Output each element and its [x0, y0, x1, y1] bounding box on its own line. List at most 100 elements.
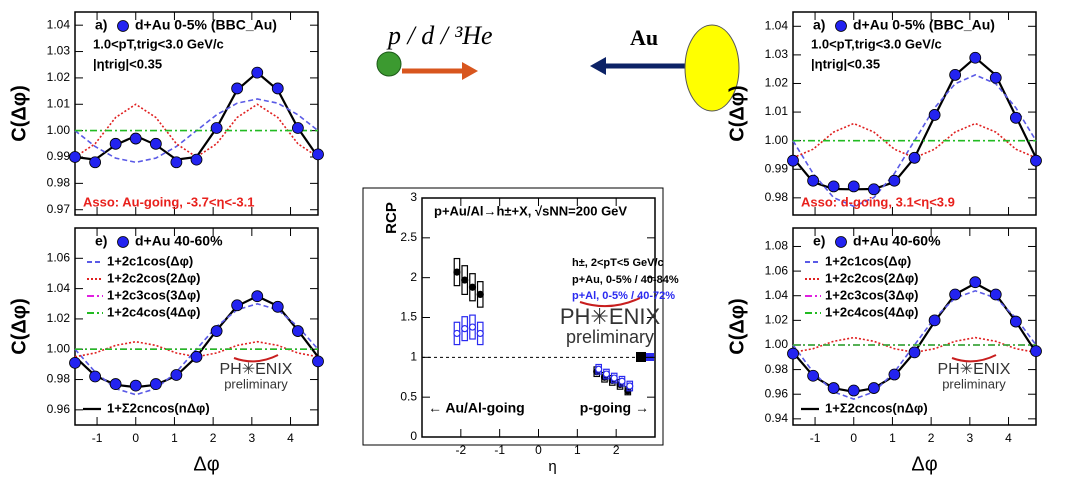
y-tick-label: 1.01: [47, 96, 71, 110]
data-point: [989, 288, 1002, 301]
data-point: [129, 132, 142, 145]
y-tick-label: 1.04: [765, 18, 789, 32]
y-tick-label: 1.02: [47, 311, 71, 325]
x-axis-label: η: [548, 458, 556, 475]
y-axis-label: C(Δφ): [8, 298, 30, 354]
legend-marker: [117, 20, 129, 32]
data-point: [129, 379, 142, 392]
y-tick-label: 2: [410, 270, 417, 284]
data-point: [476, 329, 484, 338]
annotation: ← Au/Al-going: [428, 400, 525, 416]
data-point: [595, 365, 603, 373]
data-point: [69, 356, 81, 369]
x-axis-label: Δφ: [911, 453, 937, 475]
y-tick-label: 1.00: [765, 133, 789, 147]
data-point: [989, 71, 1002, 84]
logo: PH✳ENIX: [938, 361, 1011, 378]
data-point: [453, 268, 461, 276]
data-point: [468, 323, 477, 331]
legend-label: 1+2c3cos(3Δφ): [107, 287, 200, 302]
data-point: [618, 377, 626, 385]
legend-marker: [835, 20, 847, 32]
y-tick-label: 0.99: [47, 149, 71, 163]
data-point: [231, 299, 244, 312]
data-point: [626, 382, 634, 390]
legend-label: d+Au 40-60%: [135, 233, 223, 249]
x-tick-label: 2: [928, 431, 935, 445]
data-point: [461, 325, 469, 333]
legend-label: 1+2c2cos(2Δφ): [107, 270, 200, 285]
data-point: [109, 378, 122, 390]
data-point: [210, 122, 223, 134]
data-point: [969, 276, 982, 289]
y-tick-label: 1.00: [47, 341, 71, 355]
annotation: 1.0<pT,trig<3.0 GeV/c: [811, 36, 942, 51]
legend-label: d+Au 40-60%: [853, 233, 941, 249]
y-tick-label: 0.94: [765, 411, 789, 425]
x-tick-label: 0: [535, 443, 542, 457]
plot-frame: [792, 11, 1037, 216]
panel-label: e): [813, 233, 825, 249]
legend-label: p+Au, 0-5% / 40-84%: [572, 274, 679, 286]
data-point: [969, 51, 982, 64]
data-point: [231, 82, 244, 95]
y-tick-label: 1.06: [47, 250, 71, 264]
data-point: [89, 370, 102, 383]
curve: [74, 103, 319, 158]
data-point: [109, 137, 122, 150]
y-tick-label: 0.99: [765, 161, 789, 175]
y-tick-label: 1.00: [765, 337, 789, 351]
annotation: Asso: d-going, 3.1<η<3.9: [801, 194, 955, 209]
y-tick-label: 1.02: [765, 76, 789, 90]
data-point: [461, 276, 469, 284]
y-tick-label: 1.04: [765, 288, 789, 302]
data-point: [949, 288, 962, 301]
legend-label: 1+2c4cos(4Δφ): [107, 304, 200, 319]
y-tick-label: 0.97: [47, 202, 71, 216]
x-tick-label: 1: [889, 431, 896, 445]
data-point: [170, 369, 183, 381]
data-point: [610, 374, 618, 382]
x-tick-label: 1: [171, 431, 178, 445]
logo: PH✳ENIX: [220, 361, 293, 378]
data-point: [271, 300, 284, 313]
data-point: [149, 137, 162, 150]
y-tick-label: 1.02: [765, 313, 789, 327]
y-tick-label: 0.98: [765, 190, 789, 204]
y-tick-label: 1.08: [765, 239, 789, 253]
y-tick-label: 0.98: [47, 372, 71, 386]
data-point: [251, 66, 264, 79]
data-point: [1030, 154, 1042, 167]
x-tick-label: 2: [613, 443, 620, 457]
plot-frame: [421, 197, 656, 438]
legend-label: 1+Σ2cncos(nΔφ): [825, 400, 928, 415]
logo-subtext: preliminary: [566, 327, 654, 347]
y-tick-label: 0: [410, 429, 417, 443]
x-tick-label: -1: [494, 443, 505, 457]
y-tick-label: 0.96: [47, 402, 71, 416]
data-point: [1030, 345, 1042, 358]
legend-label: p+Al, 0-5% / 40-72%: [572, 290, 675, 302]
y-tick-label: 0.98: [47, 176, 71, 190]
annotation: |ηtrig|<0.35: [811, 56, 880, 71]
data-point: [908, 151, 921, 164]
data-point: [847, 180, 860, 193]
data-point: [312, 148, 324, 161]
logo-arc: [233, 354, 279, 363]
data-point: [888, 174, 901, 187]
data-point: [807, 174, 820, 187]
x-tick-label: -2: [455, 443, 466, 457]
data-point: [89, 156, 102, 169]
legend-marker: [835, 236, 847, 248]
data-point: [69, 151, 81, 163]
panel-label: e): [95, 233, 107, 249]
data-point: [190, 153, 203, 166]
y-tick-label: 1.06: [765, 263, 789, 277]
annotation: Asso: Au-going, -3.7<η<-3.1: [83, 194, 254, 209]
y-tick-label: 0.98: [765, 362, 789, 376]
data-point: [312, 355, 324, 368]
y-tick-label: 0.96: [765, 386, 789, 400]
y-axis-label: RCP: [383, 202, 400, 234]
data-point: [908, 346, 921, 359]
